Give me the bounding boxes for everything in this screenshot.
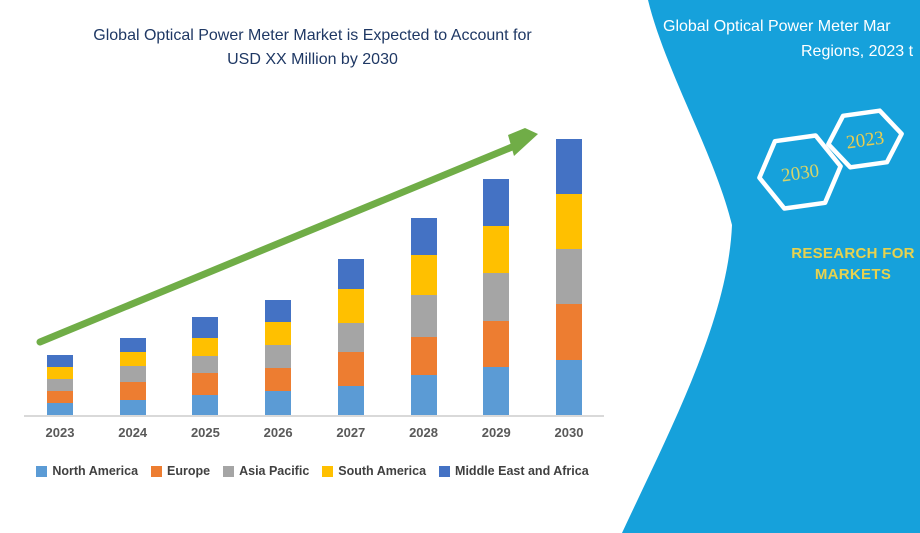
legend-item-europe: Europe bbox=[151, 464, 210, 478]
legend-swatch bbox=[322, 465, 334, 477]
x-axis-label-2028: 2028 bbox=[409, 425, 438, 440]
bar-segment-south-america bbox=[119, 351, 146, 366]
hexagon-2023-label: 2023 bbox=[845, 127, 886, 153]
legend-label: Asia Pacific bbox=[239, 464, 310, 478]
legend-item-north-america: North America bbox=[36, 464, 138, 478]
hexagon-2030: 2030 bbox=[757, 133, 843, 211]
x-axis-line bbox=[24, 415, 604, 417]
hexagon-2023: 2023 bbox=[826, 108, 904, 170]
legend-label: North America bbox=[52, 464, 139, 478]
bar-segment-south-america bbox=[47, 367, 73, 379]
bar-segment-europe bbox=[47, 391, 73, 403]
side-panel-curve bbox=[622, 0, 920, 533]
x-axis-labels: 2023 2024 2025 2026 2027 2028 2029 2030 bbox=[28, 425, 604, 445]
bar-segment-asia-pacific bbox=[555, 248, 582, 304]
chart-title: Global Optical Power Meter Market is Exp… bbox=[0, 24, 625, 72]
tagline-line2: MARKETS bbox=[814, 266, 892, 283]
x-axis-label-2029: 2029 bbox=[481, 425, 511, 440]
bar-segment-middle-east-and-africa bbox=[555, 138, 582, 194]
x-axis-label-2025: 2025 bbox=[190, 425, 220, 440]
legend-label: South America bbox=[338, 464, 427, 478]
bar-segment-europe bbox=[555, 304, 582, 360]
legend-swatch bbox=[223, 465, 235, 477]
bar-segment-asia-pacific bbox=[192, 355, 219, 373]
bar-segment-north-america bbox=[337, 385, 364, 415]
bar-segment-europe bbox=[192, 373, 219, 395]
bar-column-2024 bbox=[119, 337, 146, 415]
bar-column-2023 bbox=[47, 355, 73, 415]
legend-label: Middle East and Africa bbox=[455, 464, 589, 478]
bar-segment-north-america bbox=[119, 400, 146, 415]
bar-segment-asia-pacific bbox=[47, 379, 73, 391]
legend-label: Europe bbox=[167, 464, 211, 478]
bar-segment-europe bbox=[119, 382, 146, 400]
legend-item-south-america: South America bbox=[322, 464, 426, 478]
legend-swatch bbox=[36, 465, 48, 477]
bar-segment-asia-pacific bbox=[119, 366, 146, 382]
side-panel-heading-line1: Global Optical Power Meter Mar bbox=[663, 18, 891, 35]
x-axis-label-2030: 2030 bbox=[554, 425, 584, 440]
hexagon-2030-outline bbox=[757, 133, 843, 211]
x-axis-label-2027: 2027 bbox=[336, 425, 366, 440]
bar-segment-north-america bbox=[47, 403, 73, 415]
tagline-line1: RESEARCH FOR bbox=[791, 245, 915, 262]
bar-segment-south-america bbox=[555, 193, 582, 249]
hexagon-2023-outline bbox=[826, 108, 904, 170]
bar-segment-north-america bbox=[483, 366, 510, 415]
bar-segment-middle-east-and-africa bbox=[47, 355, 73, 367]
bar-column-2030 bbox=[555, 138, 582, 415]
legend-item-middle-east-and-africa: Middle East and Africa bbox=[439, 464, 589, 478]
bar-segment-asia-pacific bbox=[265, 345, 292, 368]
chart-title-line1: Global Optical Power Meter Market is Exp… bbox=[93, 27, 532, 44]
bar-segment-north-america bbox=[555, 359, 582, 415]
x-axis-label-2026: 2026 bbox=[263, 425, 293, 440]
legend-swatch bbox=[439, 465, 451, 477]
x-axis-label-2023: 2023 bbox=[45, 425, 75, 440]
legend-swatch bbox=[151, 465, 163, 477]
chart-legend: North America Europe Asia Pacific South Ame… bbox=[0, 464, 625, 478]
tagline: RESEARCH FOR MARKETS bbox=[778, 243, 920, 285]
hexagon-2030-label: 2030 bbox=[780, 160, 821, 186]
bar-segment-north-america bbox=[410, 375, 437, 415]
chart-title-line2: USD XX Million by 2030 bbox=[227, 51, 398, 68]
side-panel-heading-line2: Regions, 2023 t bbox=[801, 43, 914, 60]
legend-item-asia-pacific: Asia Pacific bbox=[223, 464, 309, 478]
bar-segment-north-america bbox=[192, 395, 219, 415]
bar-column-2025 bbox=[192, 317, 219, 415]
bar-segment-europe bbox=[337, 352, 364, 386]
bar-segment-europe bbox=[265, 367, 292, 391]
x-axis-label-2024: 2024 bbox=[118, 425, 148, 440]
bar-segment-north-america bbox=[265, 391, 292, 415]
